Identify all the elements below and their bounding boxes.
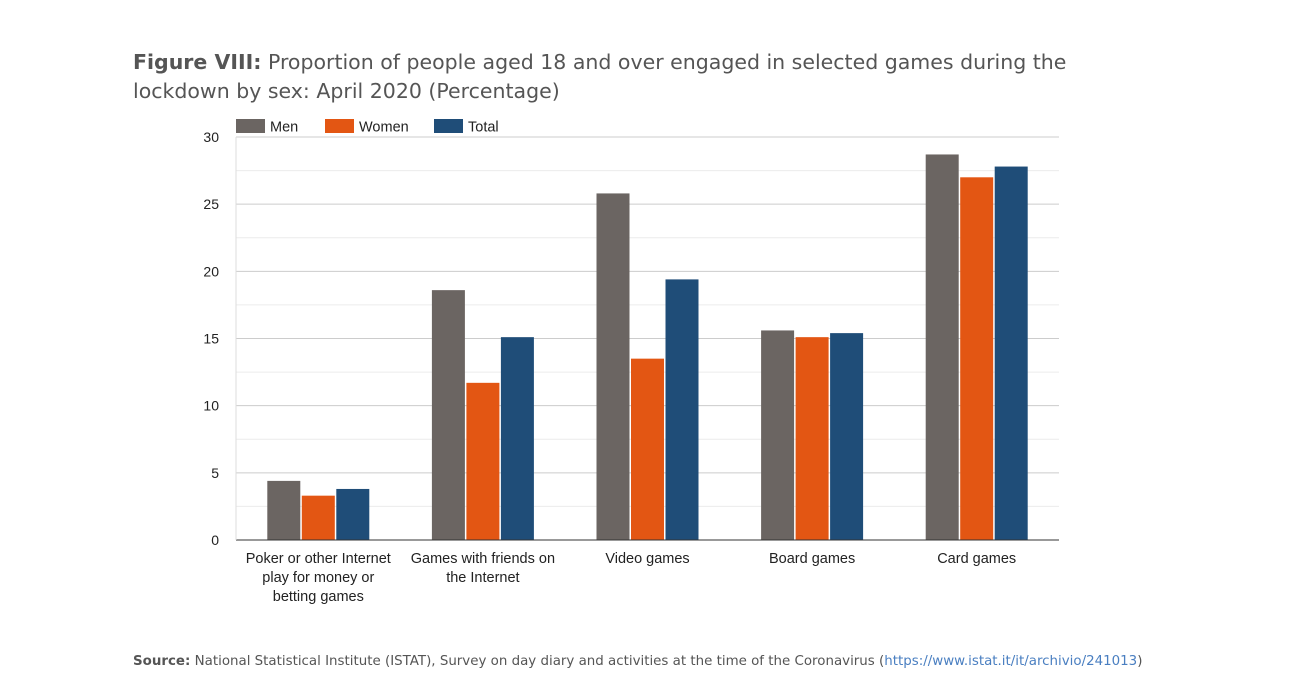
bar-total-4 — [830, 333, 864, 540]
x-category-label: Board games — [769, 551, 855, 567]
source-label: Source: — [133, 654, 191, 669]
bar-women-5 — [960, 177, 994, 541]
bar-total-2 — [500, 337, 534, 540]
legend-swatch-women — [325, 119, 354, 133]
title-prefix: Figure VIII: — [133, 50, 262, 74]
bar-women-4 — [795, 337, 829, 540]
legend-swatch-men — [236, 119, 265, 133]
x-category-label: play for money or — [262, 570, 374, 586]
chart-title: Figure VIII: Proportion of people aged 1… — [133, 48, 1163, 106]
source-text: National Statistical Institute (ISTAT), … — [194, 654, 885, 669]
source-suffix: ) — [1137, 654, 1143, 669]
y-tick-label: 0 — [211, 532, 219, 548]
y-tick-label: 10 — [203, 398, 219, 414]
y-tick-label: 5 — [211, 465, 219, 481]
bar-women-3 — [631, 358, 664, 540]
bar-total-5 — [994, 166, 1028, 540]
bar-chart: 0 5 10 15 20 25 30 Poker or other Internet play … — [203, 119, 1059, 605]
x-category-label: Card games — [937, 551, 1016, 567]
x-category-label: the Internet — [446, 570, 519, 586]
legend-label-men: Men — [270, 120, 298, 136]
legend-label-women: Women — [359, 120, 409, 136]
bar-men-3 — [596, 193, 630, 541]
bar-men-4 — [761, 330, 795, 540]
bar-men-5 — [925, 154, 959, 541]
x-category-label: betting games — [273, 589, 364, 605]
title-text: Proportion of people aged 18 and over en… — [133, 50, 1067, 103]
x-category-label: Games with friends on — [411, 551, 555, 567]
y-tick-label: 20 — [203, 263, 219, 279]
legend-label-total: Total — [468, 120, 499, 136]
bar-men-1 — [267, 480, 301, 540]
bar-men-2 — [431, 290, 465, 540]
source-link[interactable]: https://www.istat.it/it/archivio/241013 — [884, 654, 1138, 669]
source-note: Source: National Statistical Institute (… — [133, 654, 1142, 669]
x-category-label: Poker or other Internet — [246, 551, 391, 567]
x-category-label: Video games — [605, 551, 689, 567]
bar-total-1 — [336, 488, 370, 540]
bar-women-1 — [301, 495, 335, 540]
y-tick-label: 30 — [203, 129, 219, 145]
bar-women-2 — [466, 382, 500, 540]
legend-swatch-total — [434, 119, 463, 133]
bar-total-3 — [665, 279, 699, 540]
y-tick-label: 25 — [203, 196, 219, 212]
y-tick-label: 15 — [203, 331, 219, 347]
